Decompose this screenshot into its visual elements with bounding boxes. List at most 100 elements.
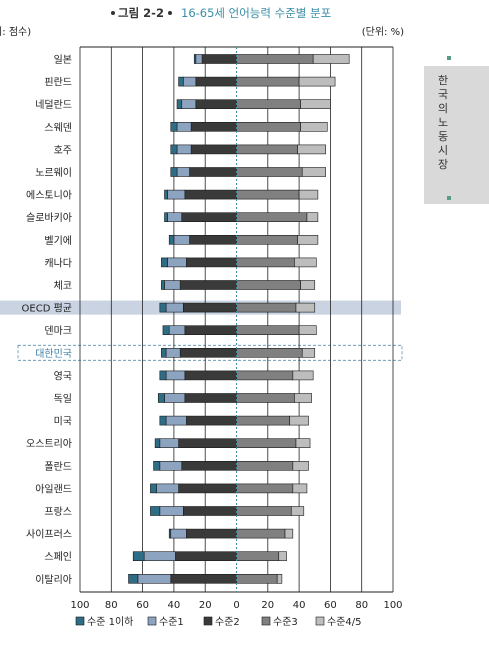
bar-segment — [181, 460, 237, 471]
x-tick-label: 100 — [70, 600, 89, 611]
bar-segment — [170, 144, 178, 155]
bar-segment — [292, 483, 308, 494]
category-label: 프랑스 — [44, 506, 72, 518]
bar-segment — [292, 370, 314, 381]
bar-segment — [297, 144, 327, 155]
bar-segment — [236, 528, 286, 539]
bar-segment — [298, 325, 317, 336]
bar-segment — [167, 212, 183, 222]
bar-segment — [156, 483, 179, 494]
bar-segment — [190, 122, 237, 132]
side-tab-dot-bottom — [447, 196, 451, 200]
category-label: 체코 — [54, 280, 72, 292]
bar-segment — [178, 483, 237, 494]
category-label: 스웨덴 — [44, 122, 72, 134]
bar-segment — [300, 122, 328, 132]
bar-segment — [168, 528, 172, 539]
bar-segment — [168, 325, 186, 336]
legend-label: 수준3 — [273, 616, 298, 628]
bar-segment — [278, 551, 287, 562]
figure-title: 16-65세 언어능력 수준별 분포 — [181, 6, 331, 20]
bar-segment — [170, 528, 187, 539]
bar-segment — [236, 506, 292, 516]
bar-segment — [195, 99, 237, 109]
category-label: 벨기에 — [44, 235, 72, 247]
bar-segment — [170, 122, 178, 132]
bar-segment — [143, 551, 176, 562]
bar-segment — [312, 54, 350, 64]
bar-segment — [168, 235, 175, 245]
bar-segment — [301, 347, 316, 358]
bar-segment — [150, 483, 157, 494]
category-label: 사이프러스 — [26, 529, 72, 541]
bar-segment — [201, 54, 237, 64]
legend-label: 수준4/5 — [327, 616, 362, 628]
bar-segment — [165, 347, 181, 358]
legend-swatch — [261, 616, 271, 626]
category-label: 핀란드 — [44, 77, 72, 89]
bar-segment — [176, 99, 183, 109]
x-tick-label: 20 — [199, 600, 212, 611]
bar-segment — [236, 167, 303, 177]
bar-segment — [184, 189, 237, 200]
bar-segment — [137, 573, 172, 584]
bar-segment — [294, 257, 317, 268]
bar-segment — [236, 235, 298, 245]
bar-segment — [164, 212, 168, 222]
category-label: 독일 — [54, 393, 72, 405]
bar-segment — [284, 528, 294, 539]
bar-segment — [298, 189, 319, 200]
figure-tag: 그림 2-2 — [118, 6, 164, 20]
legend-swatch — [203, 616, 213, 626]
category-label: 이탈리아 — [35, 573, 72, 586]
category-label: OECD 평균 — [22, 303, 72, 315]
category-label: 네덜란드 — [35, 99, 72, 111]
category-label: 영국 — [54, 370, 72, 382]
bar-segment — [236, 99, 301, 109]
category-label: 노르웨이 — [35, 167, 72, 179]
x-tick-label: 0 — [233, 600, 239, 611]
side-tab-text: 한국의 노동시장 — [438, 74, 449, 171]
bar-segment — [195, 54, 203, 64]
category-label: 일본 — [54, 54, 72, 66]
bar-segment — [159, 415, 167, 426]
bar-segment — [164, 189, 168, 200]
category-label: 대한민국 — [35, 348, 72, 360]
bar-segment — [178, 76, 184, 87]
chart-header: 그림 2-2 16-65세 언어능력 수준별 분포 (단위: 점수) (단위: … — [0, 6, 404, 38]
legend: 수준 1이하 수준1 수준2 수준3 수준4/5 — [75, 615, 362, 628]
x-tick-label: 60 — [324, 600, 337, 611]
bar-segment — [173, 235, 190, 245]
bar-segment — [182, 76, 197, 87]
bar-segment — [236, 54, 314, 64]
category-label: 호주 — [54, 144, 72, 156]
category-label: 오스트리아 — [26, 438, 72, 450]
category-label: 폴란드 — [44, 461, 72, 473]
bar-segment — [165, 415, 187, 426]
bar-segment — [186, 415, 237, 426]
bar-segment — [164, 280, 181, 290]
x-tick-label: 20 — [261, 600, 274, 611]
bar-segment — [298, 76, 336, 87]
bar-segment — [182, 302, 237, 313]
legend-swatch — [75, 616, 85, 626]
category-label: 슬로바키아 — [26, 212, 72, 224]
bar-segment — [190, 144, 237, 155]
bar-segment — [153, 460, 161, 471]
category-label: 미국 — [54, 416, 72, 428]
category-label: 아일랜드 — [35, 483, 72, 495]
bar-segment — [300, 99, 331, 109]
bar-segment — [186, 528, 237, 539]
bar-segment — [292, 460, 309, 471]
bar-segment — [181, 212, 237, 222]
bar-segment — [132, 551, 145, 562]
title-bullet-left — [111, 11, 115, 15]
bar-segment — [150, 506, 161, 516]
category-label: 에스토니아 — [26, 190, 72, 202]
bar-segment — [236, 257, 295, 268]
bar-segment — [236, 325, 300, 336]
bar-segment — [167, 189, 186, 200]
bar-layer — [128, 47, 350, 592]
